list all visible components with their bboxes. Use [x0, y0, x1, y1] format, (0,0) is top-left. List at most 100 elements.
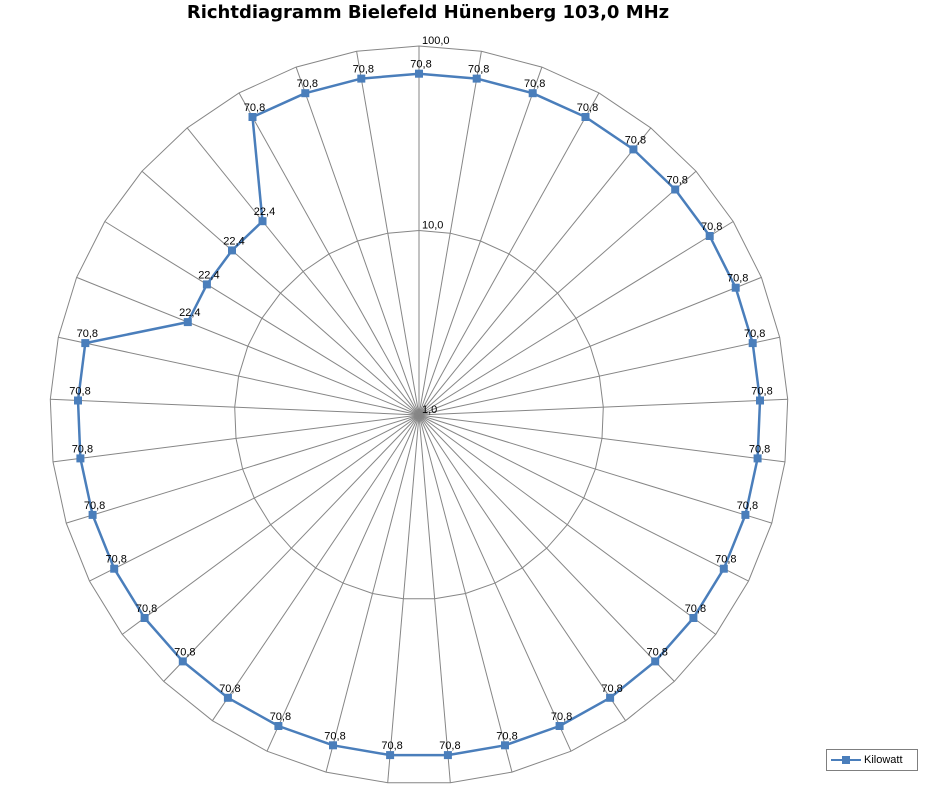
- data-marker: [741, 510, 750, 519]
- data-label: 70,8: [69, 386, 90, 398]
- radial-tick-label: 1,0: [422, 404, 437, 416]
- radial-tick-label: 10,0: [422, 220, 443, 232]
- grid-spoke: [418, 336, 780, 416]
- data-marker: [248, 113, 257, 121]
- grid-spoke: [418, 414, 772, 524]
- data-label: 70,8: [297, 78, 318, 90]
- data-label: 70,8: [646, 646, 667, 658]
- grid-spoke: [418, 414, 627, 721]
- legend-marker: [842, 756, 850, 764]
- data-label: 70,8: [701, 221, 722, 233]
- grid-spoke: [122, 414, 420, 635]
- grid-spoke: [163, 414, 420, 682]
- data-label: 70,8: [324, 730, 345, 742]
- data-label: 70,8: [727, 273, 748, 285]
- data-marker: [76, 454, 85, 463]
- data-label: 70,8: [625, 134, 646, 146]
- grid-spoke: [418, 92, 600, 416]
- grid-spoke: [418, 414, 749, 582]
- grid-spoke: [50, 398, 420, 416]
- data-label: 70,8: [468, 64, 489, 76]
- data-label: 70,8: [77, 328, 98, 340]
- data-label: 70,8: [737, 500, 758, 512]
- data-label: 70,8: [270, 711, 291, 723]
- data-label: 22,4: [254, 206, 275, 218]
- data-marker: [689, 614, 698, 622]
- data-label: 70,8: [715, 554, 736, 566]
- grid-spoke: [418, 414, 786, 463]
- data-marker: [629, 145, 638, 154]
- legend-swatch: [831, 755, 861, 765]
- data-marker: [301, 89, 310, 98]
- data-marker: [753, 454, 762, 463]
- grid-spoke: [418, 414, 675, 682]
- data-marker: [110, 564, 119, 573]
- radial-tick-label: 100,0: [422, 35, 450, 47]
- grid-spoke: [325, 414, 420, 773]
- data-label: 70,8: [136, 603, 157, 615]
- data-marker: [731, 283, 740, 292]
- grid-spoke: [418, 66, 543, 416]
- data-label: 70,8: [666, 175, 687, 187]
- grid-spoke: [141, 170, 420, 416]
- data-marker: [501, 741, 509, 750]
- legend-label: Kilowatt: [864, 754, 903, 766]
- grid-spoke: [387, 414, 420, 783]
- grid-spoke: [418, 170, 697, 416]
- grid-spoke: [58, 336, 420, 416]
- data-marker: [228, 246, 236, 255]
- data-marker: [528, 89, 537, 98]
- data-marker: [555, 722, 564, 730]
- grid-spoke: [76, 276, 420, 416]
- data-marker: [671, 185, 680, 194]
- data-label: 70,8: [751, 386, 772, 398]
- data-label: 70,8: [439, 740, 460, 752]
- radial-tick-labels: 1,0 10,0 100,0: [422, 35, 450, 416]
- grid-spoke: [186, 127, 420, 416]
- data-marker: [178, 657, 187, 666]
- data-label: 70,8: [105, 554, 126, 566]
- grid-spoke: [418, 276, 762, 416]
- data-label: 70,8: [744, 328, 765, 340]
- grid-spoke: [52, 414, 420, 463]
- grid-spoke: [295, 66, 420, 416]
- data-marker: [705, 232, 714, 240]
- data-label: 70,8: [749, 443, 770, 455]
- data-label: 70,8: [496, 730, 517, 742]
- data-label: 70,8: [685, 603, 706, 615]
- data-marker: [606, 693, 615, 702]
- data-label: 22,4: [223, 235, 244, 247]
- data-marker: [756, 396, 764, 405]
- data-marker: [443, 751, 452, 760]
- data-marker: [581, 113, 590, 121]
- grid-spoke: [238, 92, 420, 416]
- data-marker: [183, 318, 192, 327]
- data-label: 70,8: [577, 102, 598, 114]
- data-marker: [88, 510, 97, 519]
- series-kilowatt: [74, 69, 764, 760]
- grid-spoke: [418, 414, 716, 635]
- grid-spoke: [418, 51, 482, 416]
- grid-spoke: [211, 414, 420, 721]
- grid-spoke: [418, 127, 652, 416]
- data-label: 70,8: [72, 443, 93, 455]
- data-label: 70,8: [84, 500, 105, 512]
- grid-spoke: [89, 414, 420, 582]
- data-marker: [748, 339, 757, 348]
- series-line: [76, 72, 762, 757]
- grid-ring: [49, 45, 789, 784]
- data-marker: [258, 217, 267, 226]
- data-marker: [223, 693, 232, 702]
- data-marker: [386, 751, 395, 760]
- data-marker: [81, 339, 90, 348]
- legend: Kilowatt: [826, 749, 918, 771]
- data-marker: [140, 614, 149, 622]
- data-marker: [329, 741, 337, 750]
- grid-ring: [234, 229, 604, 600]
- data-marker: [651, 657, 660, 666]
- data-marker: [202, 280, 211, 289]
- data-label: 70,8: [524, 78, 545, 90]
- data-label: 22,4: [179, 307, 200, 319]
- data-labels: 70,8 70,8 70,8 70,8 70,8 70,8 70,8 70,8 70,8 70,8…: [69, 59, 772, 752]
